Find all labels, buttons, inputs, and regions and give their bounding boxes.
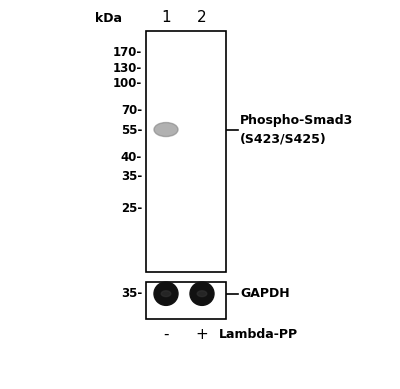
Text: 35-: 35-	[121, 287, 142, 300]
Text: 1: 1	[161, 10, 171, 25]
Text: 55-: 55-	[121, 124, 142, 137]
Text: Phospho-Smad3
(S423/S425): Phospho-Smad3 (S423/S425)	[240, 114, 353, 145]
Text: -: -	[163, 327, 169, 342]
Text: +: +	[196, 327, 208, 342]
Ellipse shape	[197, 291, 207, 297]
Text: kDa: kDa	[94, 12, 122, 25]
Ellipse shape	[154, 123, 178, 137]
Bar	[146, 282, 226, 319]
Ellipse shape	[154, 282, 178, 305]
Text: 40-: 40-	[121, 151, 142, 164]
Text: 35-: 35-	[121, 170, 142, 184]
Text: 2: 2	[197, 10, 207, 25]
Ellipse shape	[190, 282, 214, 305]
Ellipse shape	[161, 291, 171, 297]
Text: 100-: 100-	[113, 77, 142, 90]
Text: 25-: 25-	[121, 202, 142, 215]
Text: Lambda-PP: Lambda-PP	[219, 328, 298, 341]
Bar	[146, 31, 226, 272]
Text: GAPDH: GAPDH	[240, 287, 290, 300]
Text: 130-: 130-	[113, 61, 142, 75]
Text: 170-: 170-	[113, 46, 142, 59]
Text: 70-: 70-	[121, 104, 142, 117]
